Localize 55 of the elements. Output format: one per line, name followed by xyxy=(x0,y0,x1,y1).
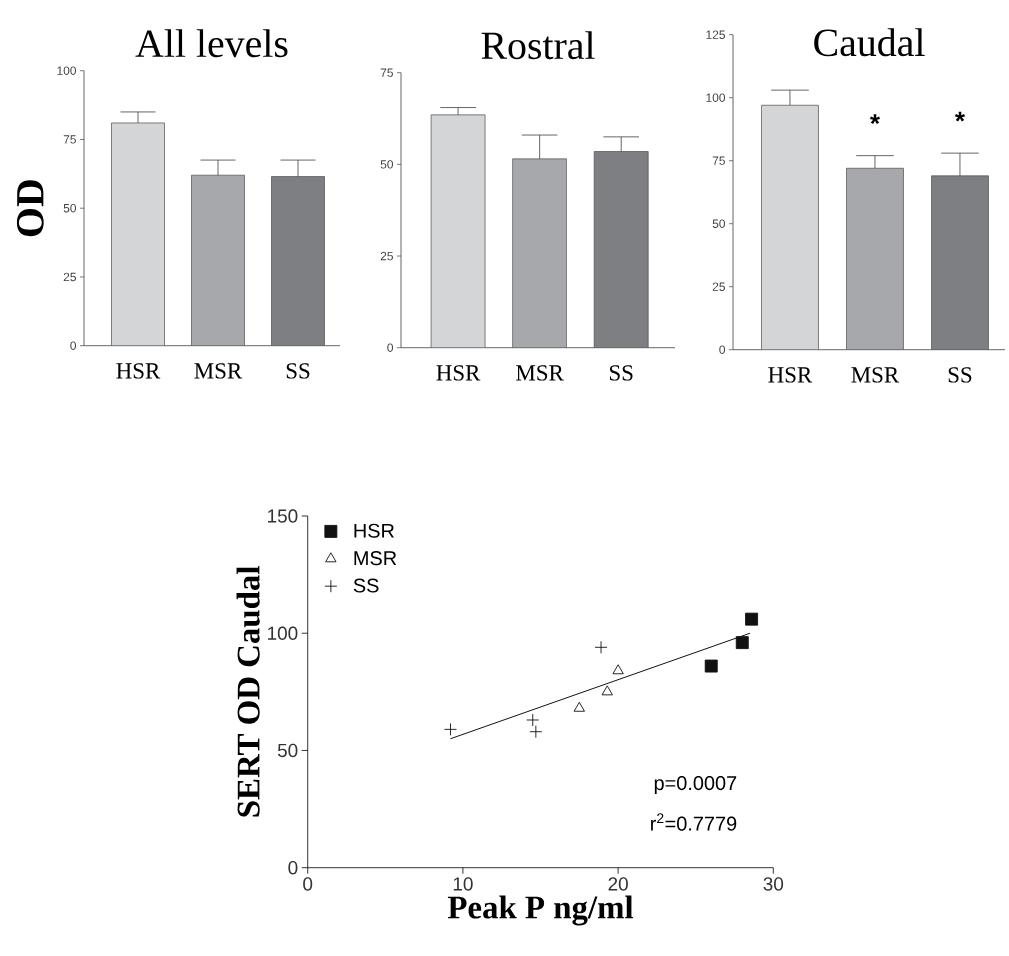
x-tick-label: 20 xyxy=(608,877,628,891)
y-tick-label: 25 xyxy=(63,272,76,282)
point xyxy=(526,713,540,727)
point xyxy=(601,685,613,696)
y-tick-label: 50 xyxy=(712,219,726,228)
y-axis-title: OD xyxy=(16,180,44,237)
chart-title: Rostral xyxy=(481,31,595,60)
y-tick-label: 0 xyxy=(387,343,394,352)
x-tick-label: MSR xyxy=(194,363,243,379)
x-tick-label: MSR xyxy=(851,367,900,383)
point xyxy=(529,725,543,739)
y-tick-label: 125 xyxy=(706,30,725,39)
point xyxy=(735,636,749,650)
x-tick-label: SS xyxy=(948,367,972,383)
x-tick-label: HSR xyxy=(768,367,813,383)
x-tick-label: 30 xyxy=(763,877,784,891)
y-tick-label: 150 xyxy=(268,509,298,523)
y-axis-title: SERT OD Caudal xyxy=(236,566,260,817)
point xyxy=(704,659,718,673)
annotation: * xyxy=(870,114,880,124)
y-tick-label: 50 xyxy=(277,743,298,758)
x-axis-title: Peak P ng/ml xyxy=(447,895,634,926)
y-tick-label: 75 xyxy=(712,156,725,165)
y-tick-label: 75 xyxy=(63,135,76,144)
point xyxy=(444,722,457,736)
y-tick-label: 0 xyxy=(70,341,77,350)
legend-label: HSR xyxy=(354,523,394,538)
x-tick-label: HSR xyxy=(116,363,161,379)
y-tick-label: 50 xyxy=(63,203,77,213)
point xyxy=(745,612,759,626)
legend-label: SS xyxy=(353,578,379,593)
y-tick-label: 100 xyxy=(706,93,726,102)
point xyxy=(612,664,624,675)
annotation: p=0.0007 xyxy=(654,776,737,795)
legend-label: MSR xyxy=(354,551,397,566)
point xyxy=(573,701,585,712)
y-tick-label: 50 xyxy=(380,160,394,169)
y-tick-label: 0 xyxy=(288,861,298,875)
y-tick-label: 25 xyxy=(712,282,725,291)
x-tick-label: MSR xyxy=(516,365,564,381)
y-tick-label: 100 xyxy=(57,66,77,75)
chart-title: All levels xyxy=(135,29,288,58)
x-tick-label: HSR xyxy=(436,365,481,381)
x-tick-label: SS xyxy=(609,365,633,381)
x-tick-label: 0 xyxy=(303,877,313,891)
y-tick-label: 75 xyxy=(380,68,393,77)
y-tick-label: 25 xyxy=(380,251,393,261)
y-tick-label: 0 xyxy=(719,345,726,354)
x-tick-label: SS xyxy=(286,363,310,379)
point xyxy=(594,640,608,654)
annotation: r$^{2}$=0.7779 xyxy=(651,813,737,831)
annotation: * xyxy=(955,111,965,122)
x-tick-label: 10 xyxy=(453,877,473,891)
chart-title: Caudal xyxy=(814,28,925,57)
y-tick-label: 100 xyxy=(268,626,298,640)
